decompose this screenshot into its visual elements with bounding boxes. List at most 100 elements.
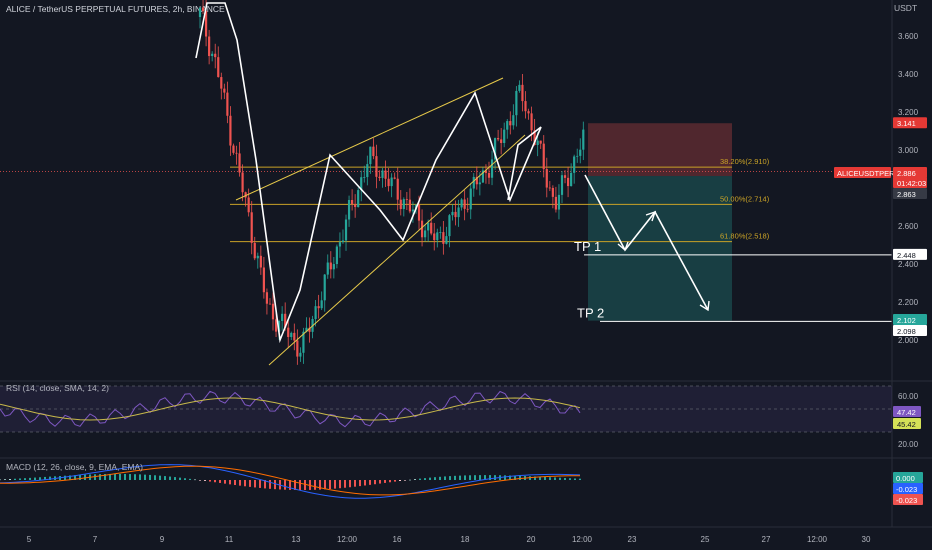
macd-badge[interactable] bbox=[893, 472, 923, 483]
fib-level-label: 50.00%(2.714) bbox=[720, 194, 770, 203]
candle-body bbox=[448, 215, 451, 237]
candle-body bbox=[253, 242, 256, 259]
candle-body bbox=[533, 130, 536, 145]
fib-level-label: 38.20%(2.910) bbox=[720, 157, 770, 166]
candle-body bbox=[427, 222, 430, 231]
macd-histogram-bar bbox=[329, 480, 331, 490]
candle-body bbox=[235, 152, 238, 154]
candle-body bbox=[238, 153, 241, 173]
candle-body bbox=[503, 129, 506, 143]
macd-histogram-bar bbox=[529, 476, 531, 480]
take-profit-annotations[interactable]: TP 1 TP 2 bbox=[574, 239, 892, 322]
candle-body bbox=[211, 53, 214, 57]
macd-histogram-bar bbox=[334, 480, 336, 489]
price-badge[interactable] bbox=[893, 117, 927, 129]
macd-histogram-bar bbox=[29, 477, 31, 480]
macd-histogram-bar bbox=[324, 480, 326, 490]
price-axis[interactable]: 3.6003.4003.2003.0002.8002.6002.4002.200… bbox=[834, 0, 927, 527]
time-tick-label: 16 bbox=[393, 535, 402, 544]
macd-histogram-bar bbox=[64, 475, 66, 480]
take-profit-zone[interactable] bbox=[588, 176, 732, 321]
macd-histogram-bar bbox=[179, 477, 181, 480]
price-badge[interactable] bbox=[893, 188, 927, 199]
price-badge[interactable] bbox=[893, 177, 927, 188]
candle-body bbox=[463, 199, 466, 209]
macd-histogram-bar bbox=[364, 480, 366, 486]
macd-histogram-bar bbox=[49, 476, 51, 480]
macd-histogram-bar bbox=[554, 477, 556, 480]
candle-body bbox=[436, 232, 439, 241]
time-tick-label: 7 bbox=[93, 535, 98, 544]
candlestick-series bbox=[198, 0, 585, 365]
candle-body bbox=[512, 115, 515, 126]
macd-badge[interactable] bbox=[893, 494, 923, 505]
candle-body bbox=[493, 138, 497, 160]
macd-histogram-bar bbox=[249, 480, 251, 487]
channel-lower-line[interactable] bbox=[268, 134, 526, 366]
candle-body bbox=[241, 172, 244, 193]
candle-body bbox=[573, 156, 576, 173]
macd-histogram-bar bbox=[539, 476, 541, 480]
macd-histogram-bar bbox=[214, 480, 216, 483]
macd-histogram-bar bbox=[474, 475, 476, 480]
candle-body bbox=[515, 90, 518, 116]
candle-body bbox=[500, 139, 503, 143]
time-tick-label: 5 bbox=[27, 535, 32, 544]
macd-line bbox=[0, 464, 581, 499]
price-badge[interactable] bbox=[893, 325, 927, 336]
time-tick-label: 12:00 bbox=[572, 535, 593, 544]
macd-histogram-bar bbox=[94, 474, 96, 480]
wave-path[interactable] bbox=[195, 2, 542, 344]
macd-histogram-bar bbox=[14, 478, 16, 480]
candle-body bbox=[557, 194, 561, 210]
time-axis[interactable]: 5 7 9 11 13 12:00 16 18 20 12:00 23 25 27 12:00 30 bbox=[27, 535, 871, 544]
macd-histogram-bar bbox=[209, 480, 211, 482]
macd-histogram-bar bbox=[124, 473, 126, 480]
rsi-badge[interactable] bbox=[893, 406, 921, 417]
macd-histogram-bar bbox=[359, 480, 361, 487]
macd-histogram-bar bbox=[164, 476, 166, 480]
candle-body bbox=[351, 200, 354, 205]
candle-body bbox=[314, 306, 317, 320]
candle-body bbox=[582, 129, 585, 150]
wave-projection-path[interactable] bbox=[195, 2, 710, 344]
macd-histogram-bar bbox=[339, 480, 341, 489]
price-badge-text: 2.886 bbox=[897, 169, 916, 178]
candle-body bbox=[454, 211, 457, 218]
macd-histogram-bar bbox=[79, 474, 81, 480]
candle-body bbox=[366, 164, 369, 178]
candle-body bbox=[198, 7, 202, 17]
candle-body bbox=[375, 156, 378, 177]
macd-histogram-bar bbox=[34, 477, 36, 480]
tp-label: TP 2 bbox=[577, 305, 604, 320]
macd-histogram-bar bbox=[74, 475, 76, 480]
position-tool[interactable] bbox=[0, 123, 892, 321]
candle-body bbox=[460, 199, 463, 208]
candle-body bbox=[341, 240, 345, 243]
candle-body bbox=[566, 177, 570, 187]
price-badge-text: 3.141 bbox=[897, 119, 916, 128]
price-tick-label: 3.400 bbox=[898, 70, 919, 79]
rsi-badge[interactable] bbox=[893, 418, 921, 429]
price-badge[interactable] bbox=[893, 314, 927, 325]
stop-loss-zone[interactable] bbox=[588, 123, 732, 177]
projection-path[interactable] bbox=[584, 174, 709, 311]
time-tick-label: 12:00 bbox=[807, 535, 828, 544]
macd-badge[interactable] bbox=[893, 483, 923, 494]
candle-body bbox=[521, 84, 524, 102]
price-badge[interactable] bbox=[893, 248, 927, 260]
macd-histogram-bar bbox=[219, 480, 221, 483]
symbol-badge[interactable] bbox=[834, 167, 891, 178]
fibonacci-retracement[interactable]: 38.20%(2.910) 50.00%(2.714) 61.80%(2.518) bbox=[230, 157, 770, 243]
channel-upper-line[interactable] bbox=[235, 77, 504, 201]
price-tick-label: 2.600 bbox=[898, 222, 919, 231]
macd-histogram-bar bbox=[154, 475, 156, 480]
candle-body bbox=[332, 264, 335, 270]
macd-histogram-bar bbox=[259, 480, 261, 488]
candle-body bbox=[320, 300, 323, 309]
price-tick-label: 3.200 bbox=[898, 108, 919, 117]
rising-wedge-channel[interactable] bbox=[235, 77, 526, 366]
arrowhead bbox=[645, 210, 657, 222]
price-badge[interactable] bbox=[893, 167, 927, 178]
